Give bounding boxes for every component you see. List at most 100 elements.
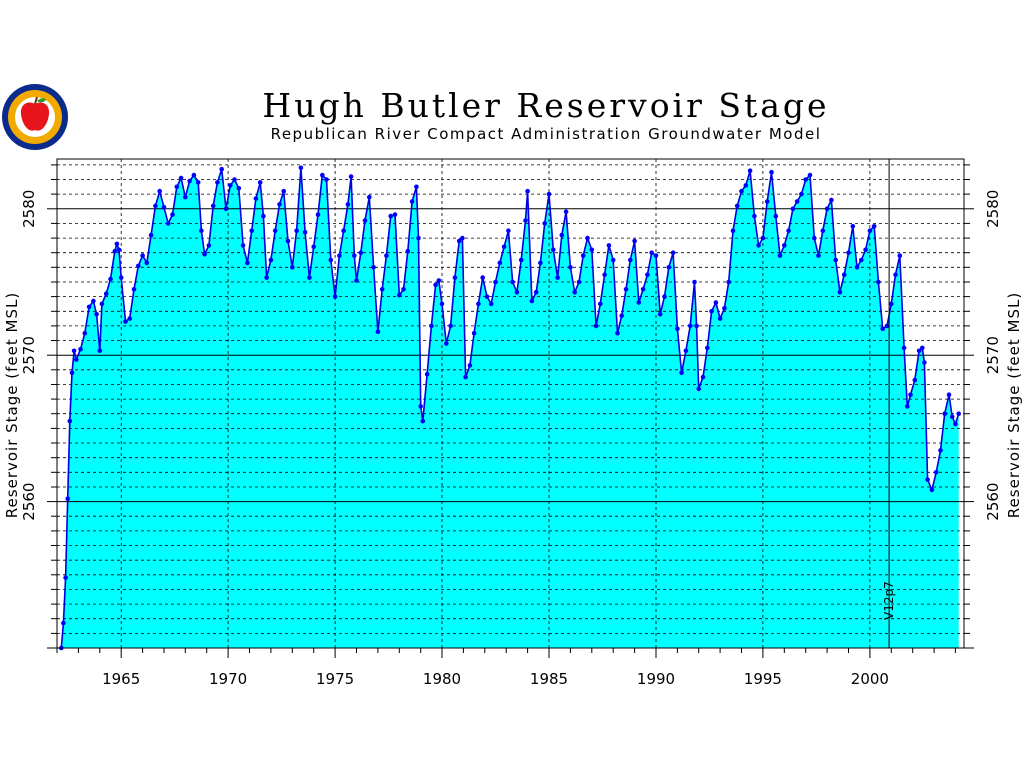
- data-point: [103, 291, 109, 297]
- y-tick-label-right: 2570: [984, 336, 1002, 374]
- data-point: [345, 202, 351, 207]
- data-point: [418, 404, 424, 409]
- data-point: [773, 213, 779, 219]
- data-point: [240, 243, 246, 248]
- data-point: [253, 196, 259, 201]
- data-point: [925, 477, 930, 482]
- data-point: [666, 265, 672, 270]
- data-point: [371, 265, 376, 270]
- data-point: [272, 228, 278, 233]
- data-point: [367, 194, 372, 200]
- data-point: [285, 238, 291, 244]
- data-point: [897, 253, 903, 258]
- data-point: [589, 247, 595, 253]
- data-point: [460, 235, 465, 241]
- data-point: [409, 199, 415, 204]
- data-point: [777, 253, 783, 258]
- data-point: [675, 326, 680, 332]
- tick-labels: 1965 1970 1975 1980 1985 1990 1995 2000 2560 2560…: [20, 190, 1002, 688]
- data-point: [867, 228, 873, 233]
- data-point: [191, 172, 197, 178]
- chart-title: Hugh Butler Reservoir Stage: [262, 86, 829, 125]
- data-point: [602, 272, 607, 278]
- data-point: [375, 329, 381, 335]
- plot-border: [56, 158, 965, 649]
- data-point: [91, 298, 96, 304]
- data-point: [277, 202, 282, 207]
- data-point: [717, 316, 723, 321]
- data-point: [302, 229, 308, 235]
- data-point: [546, 191, 552, 197]
- data-point: [315, 212, 321, 217]
- data-point: [850, 224, 856, 229]
- data-point: [908, 392, 913, 398]
- data-point: [328, 257, 334, 263]
- data-point: [662, 294, 667, 299]
- x-tick-label: 1975: [316, 670, 354, 688]
- data-point: [555, 275, 560, 280]
- x-tick-label: 2000: [851, 670, 889, 688]
- data-point: [78, 347, 83, 352]
- data-point: [416, 235, 421, 241]
- data-point: [922, 360, 927, 365]
- data-point: [69, 370, 75, 376]
- data-point: [816, 253, 821, 258]
- stage-area-fill: [61, 167, 959, 649]
- data-point: [123, 319, 128, 324]
- data-point: [324, 177, 329, 182]
- data-point: [606, 243, 612, 248]
- data-point: [572, 289, 577, 295]
- data-point: [311, 244, 317, 250]
- data-point: [506, 228, 511, 233]
- data-point: [429, 323, 434, 329]
- data-point: [938, 448, 943, 453]
- data-point: [108, 276, 113, 282]
- data-point: [769, 169, 774, 175]
- annotation-label: V12p7: [882, 581, 896, 620]
- data-point: [480, 275, 486, 280]
- data-point: [593, 323, 599, 329]
- y-tick-label-left: 2580: [20, 190, 38, 228]
- data-point: [615, 330, 620, 336]
- data-point: [397, 292, 402, 298]
- data-point: [859, 257, 864, 263]
- data-point: [74, 357, 79, 362]
- data-point: [245, 260, 250, 266]
- data-point: [439, 301, 445, 307]
- data-point: [929, 487, 935, 493]
- data-point: [452, 275, 458, 280]
- version-annotation: V12p7: [882, 159, 896, 648]
- data-point: [384, 253, 389, 258]
- data-point: [170, 212, 175, 217]
- data-point: [794, 199, 800, 204]
- data-point: [206, 243, 212, 248]
- x-tick-label: 1990: [637, 670, 675, 688]
- data-point: [846, 250, 851, 255]
- y-tick-label-right: 2580: [984, 190, 1002, 228]
- area-fill-layer: [61, 167, 959, 649]
- data-point: [880, 326, 885, 332]
- data-point: [114, 241, 120, 247]
- data-point: [144, 260, 150, 266]
- data-point: [501, 244, 507, 250]
- data-point: [178, 175, 184, 181]
- data-point: [518, 257, 524, 263]
- data-point: [841, 272, 847, 278]
- data-point: [174, 184, 180, 190]
- data-point: [514, 289, 520, 295]
- data-point: [863, 247, 868, 253]
- data-point: [916, 348, 922, 354]
- chart-subtitle: Republican River Compact Administration …: [271, 125, 822, 143]
- data-point: [824, 206, 830, 212]
- data-point: [529, 298, 535, 304]
- data-point: [392, 212, 398, 217]
- data-point: [281, 188, 287, 194]
- data-point: [790, 206, 796, 212]
- data-point: [722, 306, 727, 311]
- data-point: [94, 311, 99, 317]
- data-point: [332, 294, 338, 299]
- data-point: [619, 313, 624, 319]
- data-point: [942, 411, 947, 417]
- data-point: [488, 301, 494, 307]
